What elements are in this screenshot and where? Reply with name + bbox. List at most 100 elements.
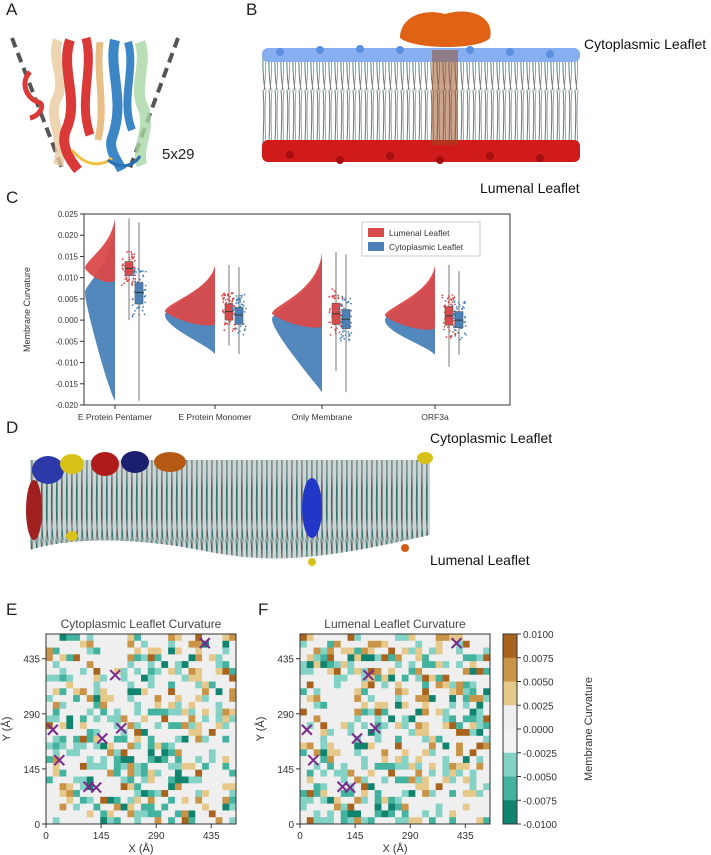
heatmap-cell (134, 769, 142, 777)
data-point (445, 336, 448, 339)
heatmap-cell (229, 634, 237, 642)
heatmap-cell (313, 817, 321, 825)
heatmap-cell (52, 769, 60, 777)
heatmap-cell (86, 796, 94, 804)
heatmap-cell (174, 708, 183, 716)
heatmap-cell (52, 661, 60, 669)
heatmap-cell (107, 817, 115, 825)
colorbar-tick-label: 0.0050 (523, 678, 554, 689)
heatmap-cell (401, 661, 409, 669)
heatmap-cell (181, 674, 189, 682)
heatmap-cell (46, 762, 54, 771)
heatmap-cell (86, 667, 94, 676)
heatmap-cell (347, 634, 355, 642)
heatmap-cell (381, 803, 389, 811)
heatmap-cell (134, 817, 142, 825)
heatmap-cell (181, 790, 189, 798)
heatmap-cell (141, 667, 149, 676)
heatmap-cell (181, 796, 189, 804)
heatmap-cell (320, 701, 328, 709)
heatmap-cell (168, 756, 176, 764)
heatmap-cell (59, 634, 67, 642)
heatmap-cell (361, 701, 369, 709)
heatmap-cell (161, 742, 169, 750)
heatmap-cell (327, 661, 335, 669)
data-point (446, 297, 449, 300)
heatmap-cell (388, 708, 396, 716)
heatmap-cell (154, 640, 162, 648)
data-point (131, 316, 134, 318)
heatmap-cell (388, 783, 396, 791)
data-point (238, 297, 241, 300)
heatmap-cell (333, 681, 342, 689)
heatmap-cell (381, 756, 389, 764)
heatmap-cell (174, 674, 183, 682)
heatmap-cell (93, 790, 101, 798)
y-tick-label: 145 (23, 765, 40, 776)
heatmap-cell (442, 701, 450, 709)
heatmap-cell (215, 729, 223, 737)
heatmap-cell (361, 661, 369, 669)
heatmap-cell (374, 715, 382, 723)
heatmap-cell (195, 701, 203, 709)
heatmap-cell (188, 742, 196, 750)
data-point (143, 313, 146, 316)
data-point (236, 298, 239, 301)
data-point (464, 325, 467, 327)
heatmap-cell (320, 715, 328, 723)
heatmap-cell (327, 695, 335, 703)
heatmap-cell (202, 776, 210, 784)
heatmap-cell (134, 681, 142, 689)
heatmap-cell (46, 776, 54, 784)
heatmap-cell (46, 769, 54, 777)
data-point (460, 336, 463, 339)
heatmap-cell (59, 701, 67, 709)
x-tick-label: 0 (297, 831, 303, 842)
heatmap-cell (300, 667, 308, 676)
data-point (231, 303, 233, 306)
heatmap-cell (208, 817, 216, 825)
heatmap-cell (354, 729, 362, 737)
heatmap-cell (134, 762, 142, 771)
heatmap-cell (202, 729, 210, 737)
protein-marker (369, 722, 381, 734)
data-point (126, 251, 128, 254)
colorbar-tick-label: 0.0000 (523, 725, 554, 736)
y-axis-label: Y (Å) (254, 717, 267, 742)
heatmap-cell (229, 722, 237, 730)
heatmap-cell (428, 722, 437, 730)
heatmap-cell (154, 776, 162, 784)
heatmap-cell (134, 701, 142, 709)
heatmap-cell (401, 729, 409, 737)
heatmap-cell (107, 729, 115, 737)
heatmap-cell (435, 783, 443, 791)
heatmap-cell (107, 688, 115, 696)
heatmap-cell (462, 722, 470, 730)
violin-lumenal (85, 218, 115, 283)
heatmap-cell (327, 640, 335, 648)
heatmap-cell (395, 762, 403, 771)
heatmap-cell (327, 674, 335, 682)
heatmap-cell (229, 715, 237, 723)
data-point (459, 338, 462, 341)
heatmap-cell (79, 634, 88, 642)
heatmap-cell (66, 762, 74, 771)
heatmap-cell (469, 722, 477, 730)
heatmap-cell (127, 790, 135, 798)
heatmap-cell (66, 688, 74, 696)
heatmap-cell (333, 817, 342, 825)
heatmap-cell (449, 715, 457, 723)
heatmap-cell (428, 783, 437, 791)
heatmap-cell (46, 708, 54, 716)
heatmap-cell (340, 634, 348, 642)
heatmap-cell (222, 742, 230, 750)
heatmap-cell (202, 735, 210, 743)
heatmap-cell (469, 735, 477, 743)
heatmap-cell (215, 722, 223, 730)
heatmap-cell (195, 695, 203, 703)
data-point (451, 294, 454, 296)
heatmap-cell (181, 708, 189, 716)
heatmap-cell (408, 810, 416, 818)
heatmap-cell (462, 688, 470, 696)
heatmap-cell (181, 647, 189, 655)
